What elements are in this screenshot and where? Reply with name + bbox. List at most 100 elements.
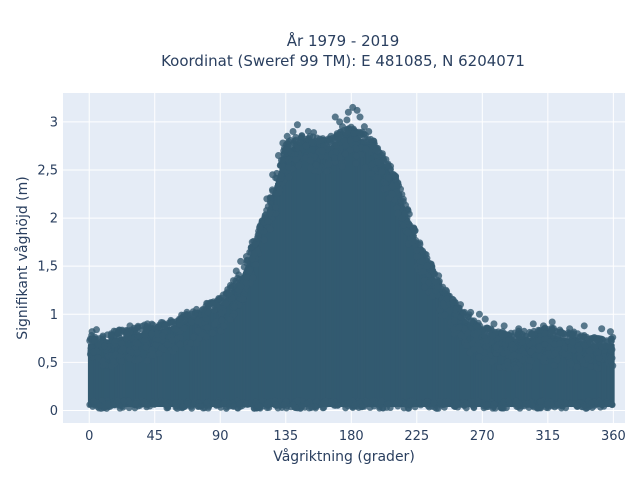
data-point [312, 161, 320, 169]
data-point [217, 327, 225, 335]
data-point [230, 403, 237, 410]
data-point [219, 291, 227, 299]
data-point [554, 328, 562, 336]
data-point [248, 238, 256, 246]
data-point [353, 152, 360, 160]
data-point [142, 326, 150, 333]
data-point [340, 137, 348, 144]
data-point [606, 328, 614, 336]
data-point [587, 363, 594, 370]
data-point [333, 141, 340, 149]
data-point [338, 163, 346, 170]
chart-title-line1: År 1979 - 2019 [287, 31, 400, 50]
data-point [505, 337, 512, 344]
data-point [525, 357, 533, 364]
data-point [586, 339, 594, 347]
data-point [580, 322, 588, 330]
data-point [515, 400, 523, 407]
data-point [421, 283, 428, 291]
data-point [264, 218, 271, 225]
data-point [96, 402, 103, 410]
data-point [204, 404, 212, 412]
data-point [172, 404, 180, 411]
data-point [483, 337, 490, 344]
data-point [441, 311, 449, 319]
x-tick-label: 90 [212, 429, 229, 444]
data-point [379, 404, 386, 412]
data-point [150, 400, 158, 407]
data-point [307, 164, 314, 172]
data-point [503, 349, 511, 357]
data-point [560, 329, 567, 337]
data-point [374, 174, 382, 181]
data-point [153, 330, 160, 338]
data-point [579, 403, 587, 411]
data-point [101, 342, 108, 349]
data-point [390, 171, 398, 178]
data-point [548, 318, 556, 326]
data-point [159, 332, 166, 340]
data-point [347, 123, 355, 131]
data-point [260, 236, 268, 244]
data-point [308, 139, 315, 147]
data-point [209, 329, 216, 337]
data-point [116, 353, 124, 360]
data-point [561, 351, 568, 358]
data-point [126, 355, 133, 362]
data-point [579, 357, 586, 365]
data-point [362, 145, 370, 153]
data-point [251, 250, 258, 257]
data-point [344, 108, 352, 116]
data-point [474, 397, 482, 405]
x-tick-label: 45 [146, 429, 163, 444]
data-point [136, 332, 143, 340]
data-point [282, 146, 290, 153]
data-point [132, 400, 139, 407]
data-point [488, 358, 496, 365]
data-point [404, 218, 411, 225]
y-axis-ticks: 0 0,5 1 1,5 2 2,5 3 [37, 115, 58, 419]
data-point [431, 278, 439, 286]
data-point [499, 404, 506, 412]
data-point [118, 358, 125, 365]
data-point [243, 259, 250, 267]
data-point [536, 343, 543, 351]
data-point [294, 397, 301, 405]
data-point [575, 345, 583, 353]
data-point [463, 342, 470, 349]
data-point [369, 142, 377, 150]
data-point [161, 322, 169, 330]
data-point [455, 324, 463, 331]
data-point [133, 349, 141, 356]
data-point [441, 404, 448, 411]
data-point [237, 283, 245, 290]
data-point [105, 401, 112, 409]
data-point [211, 320, 218, 328]
data-point [265, 404, 273, 411]
data-point [272, 401, 280, 408]
data-point [307, 156, 315, 164]
data-point [168, 336, 176, 344]
data-point [510, 351, 518, 359]
data-point [242, 279, 250, 287]
data-point [254, 231, 262, 239]
data-point [249, 274, 257, 282]
data-point [108, 362, 115, 370]
data-point [279, 139, 287, 147]
data-point [194, 317, 201, 325]
data-point [304, 127, 312, 135]
data-point [125, 404, 133, 412]
data-point [367, 170, 375, 177]
data-point [135, 355, 143, 363]
data-point [473, 323, 481, 331]
data-point [420, 268, 427, 275]
data-point [222, 300, 230, 307]
data-point [362, 164, 369, 171]
data-point [512, 335, 519, 342]
data-point [285, 164, 292, 171]
data-point [595, 354, 603, 362]
data-point [231, 302, 238, 310]
data-point [365, 127, 373, 135]
data-point [573, 363, 581, 371]
data-point [453, 399, 460, 406]
